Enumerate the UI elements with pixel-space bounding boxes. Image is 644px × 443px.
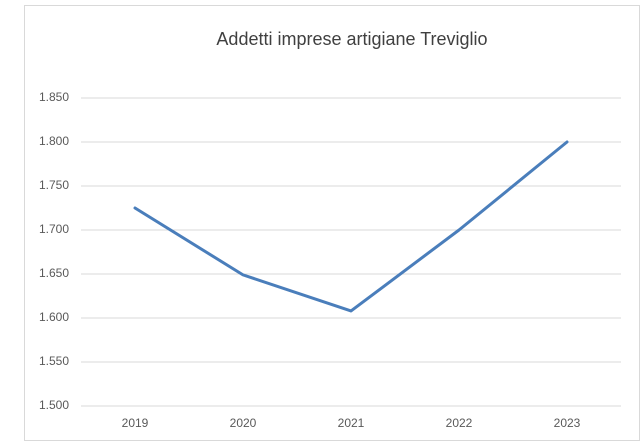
chart-title: Addetti imprese artigiane Treviglio bbox=[216, 29, 487, 49]
x-tick-label: 2023 bbox=[554, 416, 581, 430]
x-tick-label: 2022 bbox=[446, 416, 473, 430]
x-tick-label: 2021 bbox=[338, 416, 365, 430]
y-tick-label: 1.750 bbox=[39, 178, 69, 192]
y-tick-label: 1.600 bbox=[39, 310, 69, 324]
y-tick-label: 1.850 bbox=[39, 90, 69, 104]
y-tick-label: 1.650 bbox=[39, 266, 69, 280]
chart-border bbox=[24, 5, 640, 441]
x-tick-label: 2019 bbox=[122, 416, 149, 430]
x-tick-label: 2020 bbox=[230, 416, 257, 430]
y-tick-label: 1.700 bbox=[39, 222, 69, 236]
data-line bbox=[133, 140, 569, 313]
y-tick-label: 1.800 bbox=[39, 134, 69, 148]
y-tick-label: 1.500 bbox=[39, 398, 69, 412]
y-tick-label: 1.550 bbox=[39, 354, 69, 368]
